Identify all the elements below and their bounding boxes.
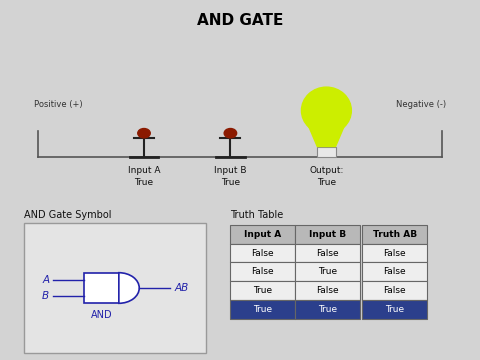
Text: Input A: Input A bbox=[244, 230, 281, 239]
Text: A: A bbox=[42, 275, 49, 285]
Bar bbox=[362, 225, 427, 244]
Text: False: False bbox=[252, 267, 274, 276]
Text: False: False bbox=[384, 267, 406, 276]
Text: B: B bbox=[42, 291, 49, 301]
Text: Input B
True: Input B True bbox=[214, 166, 247, 187]
Wedge shape bbox=[119, 273, 139, 303]
Polygon shape bbox=[309, 127, 344, 147]
Bar bbox=[295, 281, 360, 300]
Text: True: True bbox=[385, 305, 404, 314]
Text: True: True bbox=[318, 267, 337, 276]
Text: False: False bbox=[316, 248, 339, 258]
Bar bbox=[295, 262, 360, 281]
Text: Input B: Input B bbox=[309, 230, 346, 239]
Text: AND GATE: AND GATE bbox=[197, 13, 283, 28]
Bar bbox=[295, 300, 360, 319]
Text: AND Gate Symbol: AND Gate Symbol bbox=[24, 210, 111, 220]
Text: Truth Table: Truth Table bbox=[230, 210, 284, 220]
Bar bbox=[230, 300, 295, 319]
Text: True: True bbox=[253, 286, 272, 295]
Text: True: True bbox=[318, 305, 337, 314]
Bar bbox=[230, 281, 295, 300]
Text: True: True bbox=[253, 305, 272, 314]
Bar bbox=[24, 223, 206, 353]
Bar bbox=[362, 262, 427, 281]
Text: Truth AB: Truth AB bbox=[373, 230, 417, 239]
Text: False: False bbox=[252, 248, 274, 258]
Bar bbox=[230, 262, 295, 281]
Bar bbox=[362, 300, 427, 319]
Text: AND: AND bbox=[91, 310, 112, 320]
Text: Input A
True: Input A True bbox=[128, 166, 160, 187]
Text: Output:
True: Output: True bbox=[309, 166, 344, 187]
Circle shape bbox=[224, 129, 237, 138]
Bar bbox=[295, 225, 360, 244]
Text: Positive (+): Positive (+) bbox=[34, 100, 82, 109]
Bar bbox=[230, 244, 295, 262]
Ellipse shape bbox=[301, 87, 351, 134]
Polygon shape bbox=[84, 273, 119, 303]
Text: False: False bbox=[316, 286, 339, 295]
Bar bbox=[362, 281, 427, 300]
Bar bbox=[317, 147, 336, 157]
Text: False: False bbox=[384, 248, 406, 258]
Text: AB: AB bbox=[174, 283, 189, 293]
Text: False: False bbox=[384, 286, 406, 295]
Circle shape bbox=[138, 129, 150, 138]
Text: Negative (-): Negative (-) bbox=[396, 100, 446, 109]
Bar bbox=[230, 225, 295, 244]
Bar bbox=[295, 244, 360, 262]
Bar bbox=[362, 244, 427, 262]
